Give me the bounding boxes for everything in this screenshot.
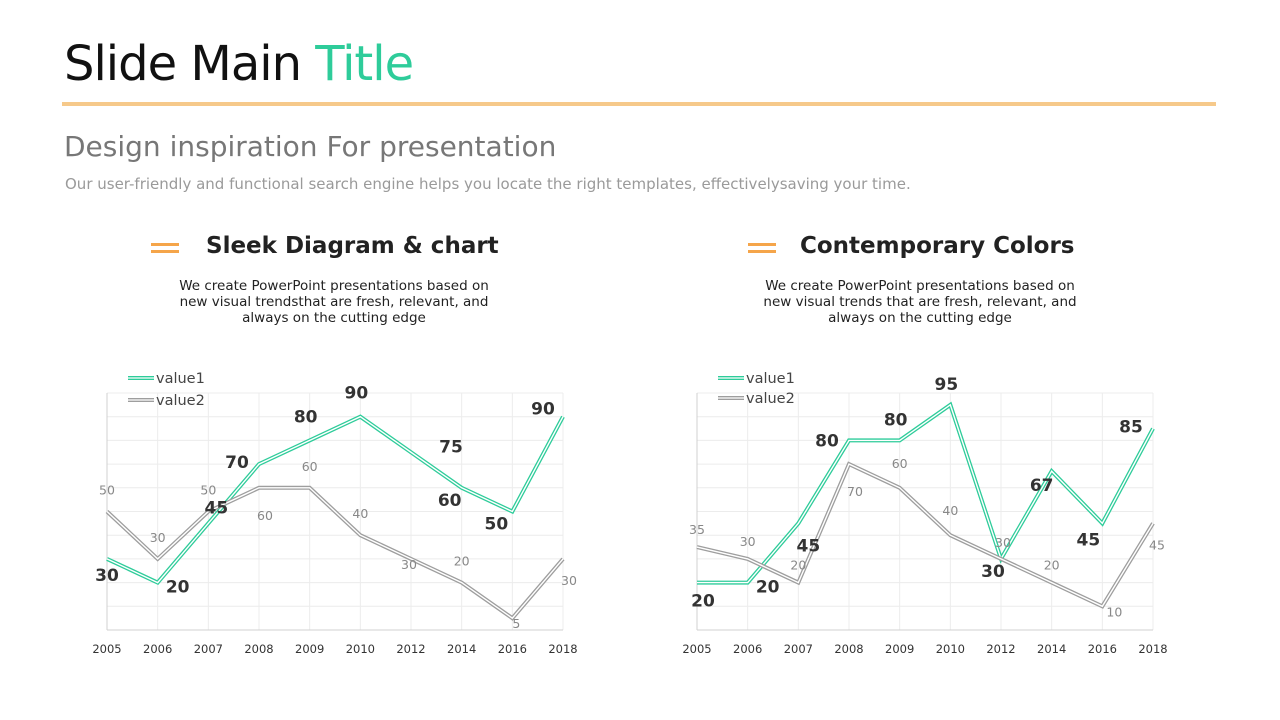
data-label: 70 <box>847 484 863 499</box>
section-text-line: always on the cutting edge <box>828 310 1012 326</box>
section-text-line: always on the cutting edge <box>242 310 426 326</box>
data-label: 95 <box>934 375 958 395</box>
data-label: 70 <box>225 453 249 473</box>
x-tick-label: 2018 <box>1138 642 1167 656</box>
data-label: 50 <box>99 483 115 498</box>
legend-label: value1 <box>746 371 795 387</box>
data-label: 35 <box>689 522 705 537</box>
legend: value1 value2 <box>128 371 205 409</box>
section-text-1: We create PowerPoint presentations based… <box>164 278 504 326</box>
data-label: 90 <box>344 384 368 404</box>
data-label: 45 <box>1076 530 1100 550</box>
menu-lines-icon <box>151 243 179 254</box>
title-main: Slide Main <box>64 36 302 92</box>
data-label: 30 <box>981 562 1005 582</box>
data-label: 40 <box>352 506 368 521</box>
x-tick-label: 2016 <box>498 642 527 656</box>
series-1 <box>106 414 565 586</box>
x-tick-label: 2009 <box>885 642 914 656</box>
series-line <box>105 485 565 621</box>
subtitle: Design inspiration For presentation <box>64 130 557 163</box>
data-label: 5 <box>512 616 520 631</box>
data-label: 20 <box>756 578 780 598</box>
data-label: 30 <box>150 530 166 545</box>
data-label: 60 <box>892 456 908 471</box>
data-label: 60 <box>302 459 318 474</box>
series-line <box>697 401 1155 585</box>
x-tick-label: 2009 <box>295 642 324 656</box>
x-tick-label: 2010 <box>936 642 965 656</box>
data-label: 75 <box>439 437 463 457</box>
x-tick-label: 2008 <box>834 642 863 656</box>
series-1 <box>696 401 1155 585</box>
section-title-1: Sleek Diagram & chart <box>206 233 499 259</box>
series-2 <box>696 461 1155 609</box>
data-label: 40 <box>942 503 958 518</box>
series-2 <box>105 485 565 621</box>
x-tick-label: 2005 <box>92 642 121 656</box>
x-tick-label: 2006 <box>733 642 762 656</box>
data-label: 90 <box>531 400 555 420</box>
x-tick-label: 2006 <box>143 642 172 656</box>
series-line <box>106 414 565 586</box>
data-label: 45 <box>204 498 228 518</box>
data-label: 60 <box>257 508 273 523</box>
x-tick-label: 2016 <box>1088 642 1117 656</box>
legend: value1 value2 <box>718 371 795 407</box>
data-label: 80 <box>294 407 318 427</box>
data-label: 50 <box>200 483 216 498</box>
title-divider <box>62 102 1216 106</box>
data-label: 45 <box>1149 537 1165 552</box>
section-text-line: We create PowerPoint presentations based… <box>765 278 1075 294</box>
x-tick-label: 2012 <box>986 642 1015 656</box>
data-label: 30 <box>401 557 417 572</box>
section-text-line: new visual trendsthat are fresh, relevan… <box>179 294 489 310</box>
data-label: 20 <box>790 558 806 573</box>
data-label: 30 <box>561 573 577 588</box>
slide-title: Slide Main Title <box>64 36 414 92</box>
series-line-inner <box>696 463 1154 608</box>
x-tick-label: 2007 <box>194 642 223 656</box>
series-line-inner <box>106 487 564 620</box>
section-text-line: We create PowerPoint presentations based… <box>179 278 489 294</box>
data-label: 85 <box>1119 418 1143 438</box>
data-label: 50 <box>484 515 508 535</box>
section-title-2: Contemporary Colors <box>800 233 1075 259</box>
x-tick-label: 2014 <box>447 642 476 656</box>
x-tick-label: 2007 <box>784 642 813 656</box>
data-label: 60 <box>438 491 462 511</box>
legend-label: value2 <box>746 391 795 407</box>
legend-label: value1 <box>156 371 205 387</box>
data-label: 30 <box>95 566 119 586</box>
x-tick-label: 2008 <box>244 642 273 656</box>
series-line-inner <box>697 403 1154 584</box>
description: Our user-friendly and functional search … <box>65 175 911 193</box>
legend-label: value2 <box>156 393 205 409</box>
data-label: 30 <box>995 535 1011 550</box>
data-label: 45 <box>796 536 820 556</box>
section-text-2: We create PowerPoint presentations based… <box>750 278 1090 326</box>
x-tick-label: 2012 <box>396 642 425 656</box>
series-line-inner <box>106 415 564 584</box>
x-tick-label: 2014 <box>1037 642 1066 656</box>
x-tick-label: 2010 <box>346 642 375 656</box>
data-label: 30 <box>740 534 756 549</box>
data-label: 80 <box>884 410 908 430</box>
data-label: 67 <box>1030 476 1054 496</box>
chart-grid <box>696 392 1154 631</box>
data-label: 80 <box>815 431 839 451</box>
data-label: 20 <box>166 578 190 598</box>
data-label: 20 <box>691 592 715 612</box>
data-label: 10 <box>1106 604 1122 619</box>
line-chart-1: 2005 2006 2007 2008 2009 2010 2012 2014 2016 2018… <box>92 371 577 656</box>
title-accent: Title <box>315 36 414 92</box>
section-text-line: new visual trends that are fresh, releva… <box>763 294 1077 310</box>
x-tick-label: 2018 <box>548 642 577 656</box>
menu-lines-icon <box>748 243 776 254</box>
data-label: 20 <box>454 554 470 569</box>
data-label: 20 <box>1044 558 1060 573</box>
line-chart-2: 2005 2006 2007 2008 2009 2010 2012 2014 2016 2018… <box>682 371 1167 656</box>
x-tick-label: 2005 <box>682 642 711 656</box>
